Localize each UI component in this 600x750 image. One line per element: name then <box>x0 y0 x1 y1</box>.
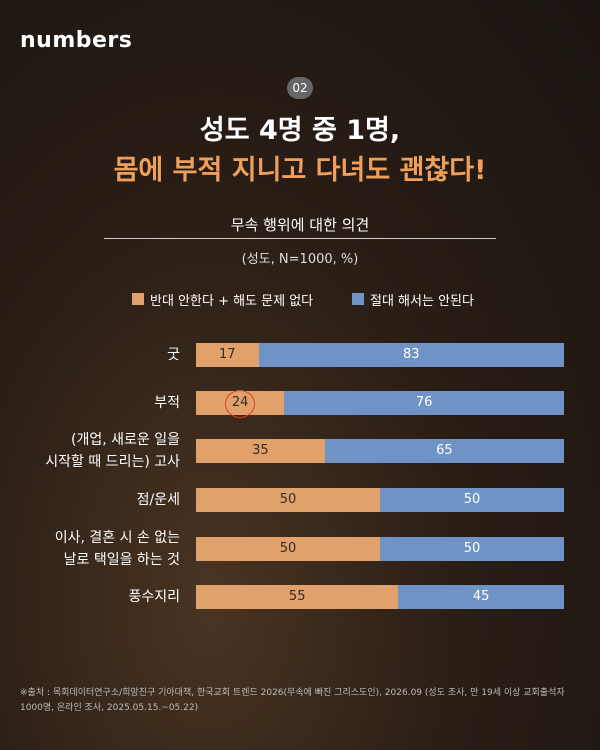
value-label: 17 <box>219 347 236 362</box>
value-label: 50 <box>463 492 481 507</box>
category-label: 이사, 결혼 시 손 없는 날로 택일을 하는 것 <box>54 530 180 568</box>
subtitle: 무속 행위에 대한 의견 <box>230 216 370 234</box>
bar-segment <box>284 391 564 415</box>
note: (성도, N=1000, %) <box>241 252 359 267</box>
legend-label: 반대 안한다 + 해도 문제 없다 <box>150 294 314 309</box>
value-label: 55 <box>288 589 306 604</box>
category-label: 부적 <box>154 395 180 411</box>
title-line: 성도 4명 중 1명, <box>199 115 401 146</box>
bar-segment <box>258 343 564 367</box>
brand-logo: numbers <box>20 28 133 53</box>
value-label: 83 <box>402 347 420 362</box>
value-label: 50 <box>463 541 481 556</box>
badge: 02 <box>287 77 313 99</box>
highlight-circle <box>225 390 255 418</box>
source: ※출처 : 목회데이터연구소/희망친구 기아대책, 한국교회 트렌드 2026(… <box>20 688 565 713</box>
category-label: 굿 <box>167 347 180 363</box>
bar-segment <box>196 343 259 367</box>
category-label: 풍수지리 <box>128 589 180 605</box>
bar-segment <box>196 585 399 609</box>
value-label: 50 <box>279 541 297 556</box>
bar-segment <box>196 488 380 512</box>
category-label: 점/운세 <box>136 492 180 508</box>
value-label: 65 <box>436 443 453 458</box>
bar-segment <box>380 488 564 512</box>
legend-swatch <box>132 293 144 305</box>
legend-swatch <box>352 293 364 305</box>
legend-label: 절대 해서는 안된다 <box>370 294 474 309</box>
divider <box>104 238 496 239</box>
category-label: (개업, 새로운 일을 시작할 때 드리는) 고사 <box>45 432 180 470</box>
value-label: 50 <box>279 492 297 507</box>
value-label: 35 <box>252 443 269 458</box>
bar-segment <box>398 585 564 609</box>
bar-segment <box>324 439 564 463</box>
value-label: 76 <box>415 395 433 410</box>
value-label: 45 <box>472 589 490 604</box>
title-line: 몸에 부적 지니고 다녀도 괜찮다! <box>113 155 487 186</box>
bar-segment <box>196 537 380 561</box>
bar-segment <box>196 439 325 463</box>
bar-segment <box>380 537 564 561</box>
